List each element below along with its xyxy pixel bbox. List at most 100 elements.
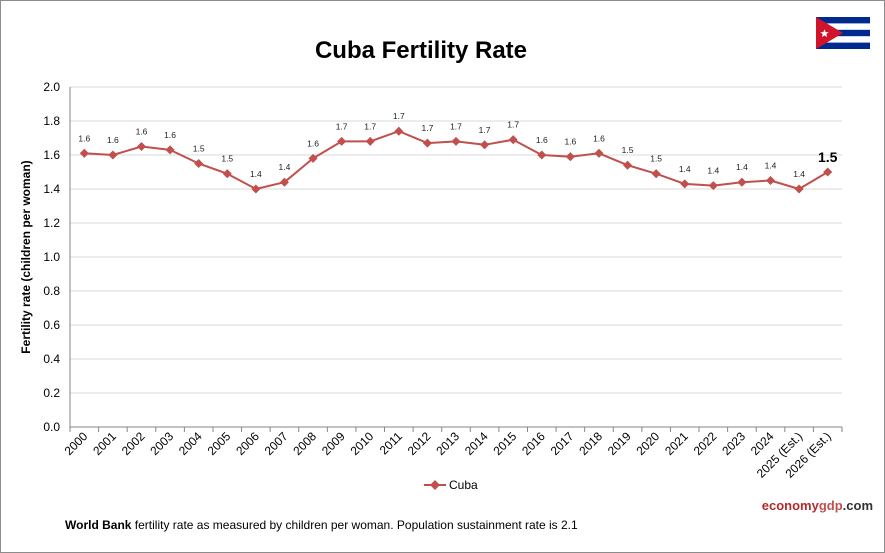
cuba-flag-icon [816, 17, 870, 49]
x-tick-label: 2000 [62, 429, 91, 458]
x-tick-label: 2004 [176, 429, 205, 458]
data-label: 1.7 [336, 121, 348, 131]
data-point [508, 135, 518, 145]
data-label: 1.4 [279, 162, 291, 172]
legend: Cuba [424, 478, 478, 492]
series-cuba [79, 126, 833, 194]
data-point [194, 158, 204, 169]
axes [69, 87, 843, 432]
x-tick-label: 2014 [462, 429, 491, 458]
y-ticks: 0.0 0.2 0.4 0.6 0.8 1.0 1.2 1.4 1.6 1.8 2.0 [43, 80, 60, 434]
data-point [594, 148, 604, 158]
x-tick-label: 2015 [491, 429, 520, 458]
data-label: 1.7 [507, 120, 519, 130]
data-labels: 1.6 1.6 1.6 1.6 1.5 1.5 1.4 1.4 1.6 1.7 1.7 1.7 1.7 1… [78, 111, 837, 179]
x-tick-label: 2016 [519, 429, 548, 458]
x-tick-label: 2011 [377, 429, 405, 457]
x-tick-label: 2003 [147, 429, 176, 458]
brand-part-1: economy [761, 498, 819, 513]
brand-part-3: .com [842, 498, 873, 513]
data-point [79, 148, 89, 158]
x-tick-label: 2020 [633, 429, 662, 458]
source-note: World Bank fertility rate as measured by… [65, 518, 578, 532]
data-point [422, 138, 432, 148]
legend-label-cuba: Cuba [449, 478, 478, 492]
source-text: fertility rate as measured by children p… [131, 518, 578, 532]
x-tick-label: 2001 [90, 429, 119, 458]
y-tick-label: 1.6 [43, 148, 60, 162]
x-tick-label: 2019 [605, 429, 634, 458]
x-tick-label: 2023 [719, 429, 748, 458]
y-tick-label: 1.2 [43, 216, 60, 230]
data-label: 1.4 [679, 164, 691, 174]
data-label: 1.6 [78, 133, 90, 143]
data-label: 1.5 [818, 149, 838, 165]
x-tick-label: 2022 [691, 429, 720, 458]
data-label: 1.4 [736, 162, 748, 172]
data-point [222, 169, 232, 179]
data-point [136, 141, 147, 152]
data-label: 1.7 [421, 123, 433, 133]
data-label: 1.7 [479, 125, 491, 135]
data-label: 1.7 [393, 111, 405, 121]
y-axis-label: Fertility rate (children per woman) [19, 160, 33, 353]
data-label: 1.6 [164, 130, 176, 140]
x-tick-label: 2012 [405, 429, 434, 458]
x-tick-label: 2006 [233, 429, 262, 458]
x-tick-label: 2009 [319, 429, 348, 458]
y-tick-label: 0.6 [43, 318, 60, 332]
data-point [251, 184, 261, 194]
x-tick-label: 2018 [576, 429, 605, 458]
data-label: 1.6 [593, 133, 605, 143]
data-label: 1.4 [707, 166, 719, 176]
data-point [794, 184, 804, 194]
data-label: 1.5 [193, 144, 205, 154]
data-point [565, 152, 575, 162]
data-label: 1.6 [307, 138, 319, 148]
chart-title: Cuba Fertility Rate [315, 37, 527, 64]
data-point [680, 179, 690, 189]
data-label: 1.4 [250, 169, 262, 179]
grid [70, 86, 842, 394]
x-tick-label: 2021 [662, 429, 691, 458]
data-point [451, 136, 461, 146]
data-point [623, 160, 633, 170]
data-label: 1.5 [622, 145, 634, 155]
data-point [108, 150, 118, 160]
data-label: 1.5 [650, 154, 662, 164]
x-tick-label: 2005 [205, 429, 234, 458]
data-label: 1.6 [564, 137, 576, 147]
x-tick-label: 2002 [119, 429, 148, 458]
data-point [480, 140, 490, 150]
y-tick-label: 0.4 [43, 352, 60, 366]
x-tick-label: 2010 [348, 429, 377, 458]
data-label: 1.7 [450, 121, 462, 131]
brand-part-2: gdp [818, 498, 843, 513]
y-tick-label: 2.0 [43, 80, 60, 94]
data-point [365, 136, 375, 146]
data-point [165, 145, 175, 155]
x-tick-label: 2013 [433, 429, 462, 458]
data-point [651, 169, 661, 179]
data-point [708, 181, 718, 191]
y-tick-label: 0.2 [43, 386, 60, 400]
data-label: 1.6 [136, 127, 148, 137]
x-tick-label: 2017 [548, 429, 577, 458]
legend-marker [430, 480, 440, 490]
y-tick-label: 0.0 [43, 420, 60, 434]
data-label: 1.4 [793, 169, 805, 179]
x-tick-label: 2008 [290, 429, 319, 458]
data-label: 1.4 [765, 161, 777, 171]
data-point [737, 177, 747, 187]
data-label: 1.7 [364, 121, 376, 131]
brand-logo: economygdp.com [762, 498, 873, 513]
x-ticks: 2000 2001 2002 2003 2004 2005 2006 2007 2008 2009… [62, 429, 834, 481]
source-name: World Bank [65, 518, 132, 532]
y-tick-label: 1.8 [43, 114, 60, 128]
data-point [337, 136, 347, 146]
data-point [823, 167, 833, 177]
data-label: 1.6 [107, 135, 119, 145]
data-label: 1.5 [221, 154, 233, 164]
